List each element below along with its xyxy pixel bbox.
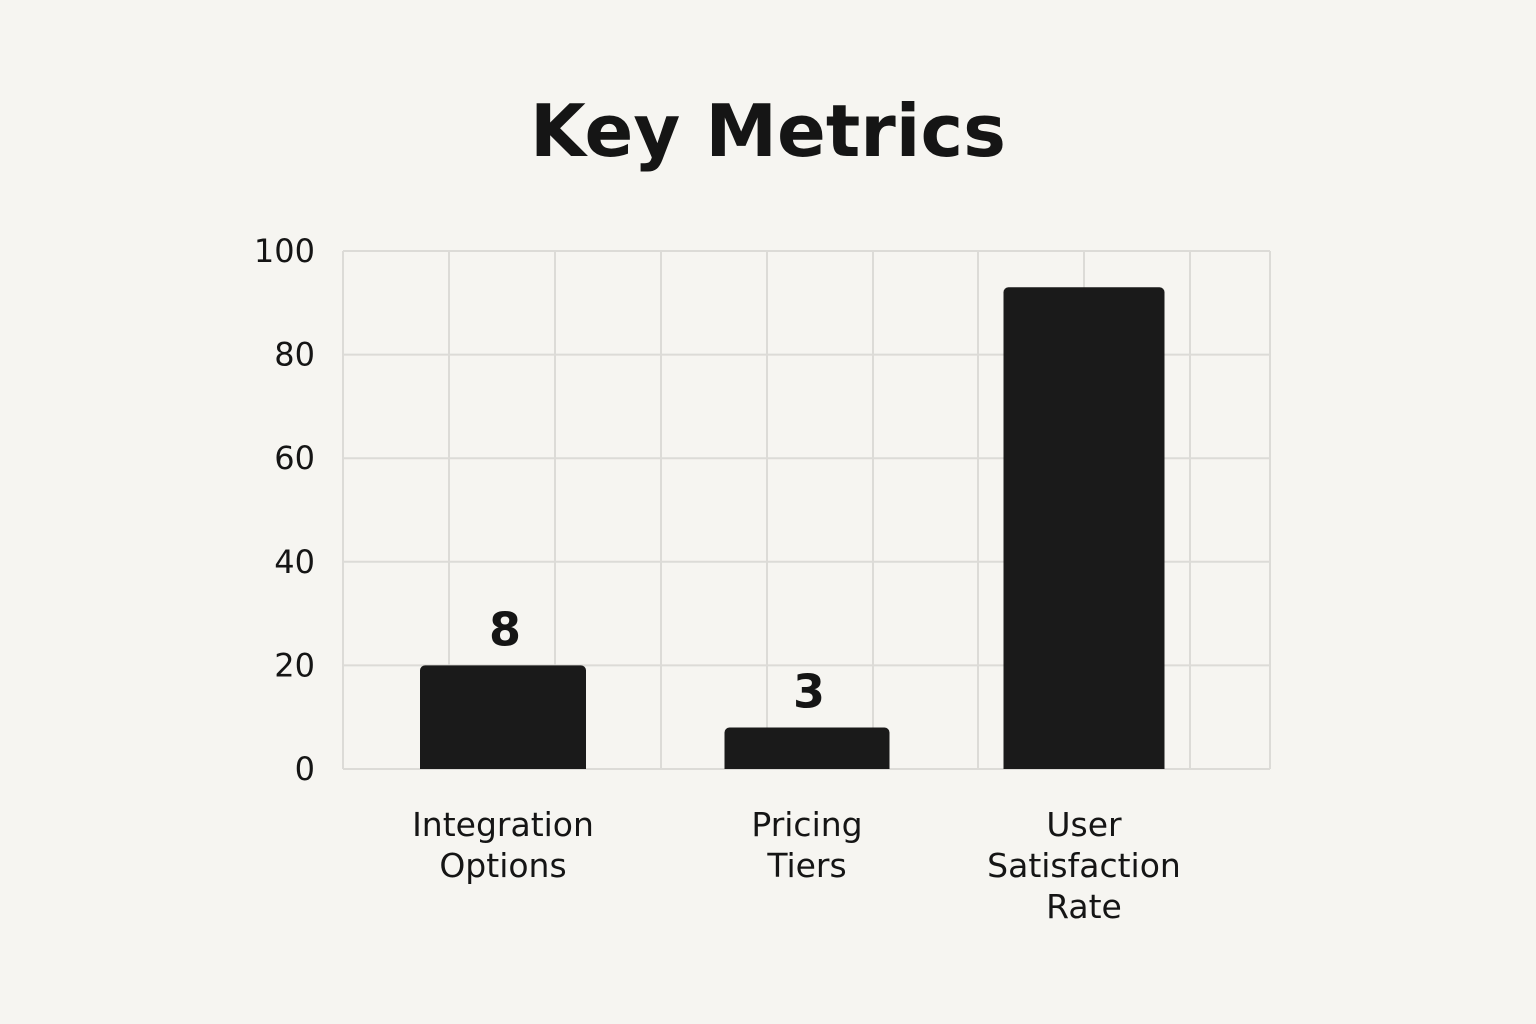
bar-base-2 [1003, 761, 1165, 769]
bars [420, 287, 1165, 769]
data-label: 3 [793, 665, 825, 719]
y-tick-label: 40 [274, 543, 315, 581]
x-category-label: Satisfaction [987, 846, 1181, 885]
bar-base-0 [420, 761, 586, 769]
chart-title: Key Metrics [530, 89, 1006, 173]
bar-base-1 [724, 761, 890, 769]
x-category-label: User [1046, 805, 1122, 844]
data-labels: 83 [489, 602, 825, 718]
y-tick-label: 0 [295, 750, 315, 788]
bar-0 [420, 665, 586, 769]
data-label: 8 [489, 602, 521, 656]
x-category-label: Tiers [766, 846, 846, 885]
y-tick-label: 100 [254, 232, 315, 270]
y-tick-label: 80 [274, 336, 315, 374]
x-category-label: Options [439, 846, 566, 885]
bar-1 [724, 727, 890, 769]
x-category-label: Rate [1046, 887, 1122, 926]
x-category-label: Pricing [751, 805, 862, 844]
y-tick-label: 60 [274, 439, 315, 477]
y-axis-ticks: 0 20 40 60 80 100 [254, 232, 315, 788]
bar-2 [1003, 287, 1165, 769]
x-category-label: Integration [412, 805, 594, 844]
y-tick-label: 20 [274, 646, 315, 684]
